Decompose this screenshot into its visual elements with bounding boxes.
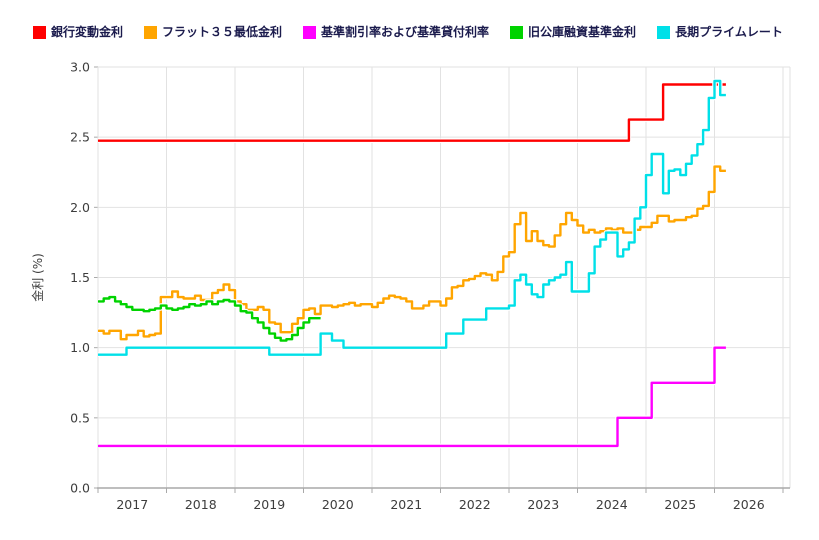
legend-item-label: フラット３５最低金利 xyxy=(162,25,283,39)
x-tick-label: 2017 xyxy=(116,497,148,512)
x-tick-label: 2024 xyxy=(596,497,628,512)
y-tick-label: 3.0 xyxy=(70,60,90,75)
legend-swatch-icon xyxy=(657,26,671,39)
y-tick-label: 2.5 xyxy=(70,130,90,145)
y-tick-label: 1.5 xyxy=(70,270,90,285)
legend-item-5[interactable]: 長期プライムレート xyxy=(657,26,783,39)
series-halo xyxy=(98,78,726,357)
x-tick-label: 2020 xyxy=(322,497,354,512)
legend-item-1[interactable]: 銀行変動金利 xyxy=(33,26,123,39)
x-tick-label: 2022 xyxy=(459,497,491,512)
x-tick-label: 2018 xyxy=(185,497,217,512)
y-axis-title: 金利 (%) xyxy=(30,253,45,302)
legend-swatch-icon xyxy=(303,26,317,39)
x-tick-label: 2019 xyxy=(253,497,285,512)
y-tick-label: 0.5 xyxy=(70,410,90,425)
x-tick-label: 2021 xyxy=(390,497,422,512)
legend-swatch-icon xyxy=(510,26,524,39)
series-line-3[interactable] xyxy=(98,346,726,448)
legend: 銀行変動金利 フラット３５最低金利 基準割引率および基準貸付利率 旧公庫融資基準金利 長… xyxy=(33,26,783,39)
legend-swatch-icon xyxy=(144,26,158,39)
legend-item-label: 基準割引率および基準貸付利率 xyxy=(321,25,490,39)
y-tick-label: 2.0 xyxy=(70,200,90,215)
legend-item-3[interactable]: 基準割引率および基準貸付利率 xyxy=(303,26,489,39)
legend-item-label: 長期プライムレート xyxy=(675,25,783,39)
x-tick-label: 2026 xyxy=(733,497,765,512)
legend-item-4[interactable]: 旧公庫融資基準金利 xyxy=(510,26,636,39)
series-line-1[interactable] xyxy=(98,83,726,142)
y-tick-label: 0.0 xyxy=(70,481,90,496)
legend-item-label: 旧公庫融資基準金利 xyxy=(528,25,637,39)
x-tick-label: 2025 xyxy=(664,497,696,512)
legend-item-2[interactable]: フラット３５最低金利 xyxy=(144,26,282,39)
legend-item-label: 銀行変動金利 xyxy=(51,25,124,39)
series-halo xyxy=(98,82,726,143)
y-tick-label: 1.0 xyxy=(70,340,90,355)
series-line-4[interactable] xyxy=(98,295,321,342)
series-line-5[interactable] xyxy=(98,79,726,356)
legend-swatch-icon xyxy=(33,26,46,39)
series-line-2[interactable] xyxy=(98,165,726,341)
series-halo xyxy=(98,164,726,342)
x-tick-label: 2023 xyxy=(527,497,559,512)
series-halo xyxy=(98,345,726,449)
